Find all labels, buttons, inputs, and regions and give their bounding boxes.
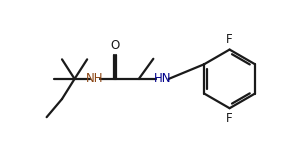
Text: NH: NH xyxy=(86,72,104,85)
Text: HN: HN xyxy=(154,72,171,85)
Text: O: O xyxy=(110,39,120,52)
Text: F: F xyxy=(226,112,233,125)
Text: F: F xyxy=(226,33,233,46)
